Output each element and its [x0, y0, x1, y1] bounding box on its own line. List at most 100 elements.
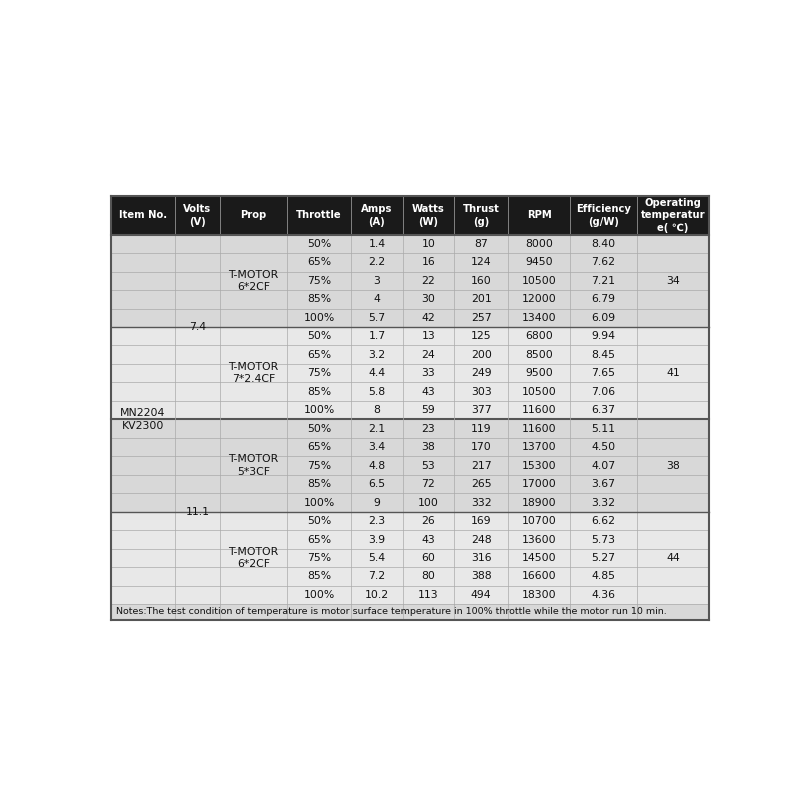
Text: RPM: RPM: [526, 210, 551, 220]
Text: 1.7: 1.7: [368, 331, 386, 342]
Text: 125: 125: [471, 331, 491, 342]
Text: T-MOTOR
5*3CF: T-MOTOR 5*3CF: [228, 454, 278, 477]
Text: 50%: 50%: [307, 424, 331, 434]
Text: 5.4: 5.4: [368, 553, 386, 563]
Text: 17000: 17000: [522, 479, 557, 489]
Text: 16: 16: [422, 258, 435, 267]
Text: 201: 201: [471, 294, 491, 304]
Text: 50%: 50%: [307, 331, 331, 342]
Text: 5.11: 5.11: [591, 424, 615, 434]
Text: 11.1: 11.1: [186, 507, 210, 517]
Text: 169: 169: [471, 516, 491, 526]
Text: 65%: 65%: [307, 258, 331, 267]
Text: 24: 24: [422, 350, 435, 360]
Text: Notes:The test condition of temperature is motor surface temperature in 100% thr: Notes:The test condition of temperature …: [115, 607, 666, 616]
Text: 377: 377: [471, 405, 491, 415]
Text: 2.3: 2.3: [368, 516, 386, 526]
Text: 23: 23: [422, 424, 435, 434]
Text: MN2204
KV2300: MN2204 KV2300: [120, 408, 166, 430]
Text: 85%: 85%: [307, 571, 331, 582]
Text: 5.8: 5.8: [368, 386, 386, 397]
Text: 6800: 6800: [525, 331, 553, 342]
Text: 30: 30: [422, 294, 435, 304]
Text: 303: 303: [471, 386, 491, 397]
Text: 4.50: 4.50: [591, 442, 615, 452]
Text: 8500: 8500: [525, 350, 553, 360]
Text: 4.36: 4.36: [591, 590, 615, 600]
Bar: [111, 271, 709, 290]
Text: 44: 44: [666, 553, 680, 563]
Text: 4: 4: [374, 294, 380, 304]
Text: 72: 72: [422, 479, 435, 489]
Text: 265: 265: [471, 479, 491, 489]
Text: 42: 42: [422, 313, 435, 322]
Text: 18900: 18900: [522, 498, 556, 507]
Text: 6.62: 6.62: [591, 516, 615, 526]
Text: 10: 10: [422, 239, 435, 249]
Text: 100%: 100%: [303, 498, 334, 507]
Text: 388: 388: [471, 571, 491, 582]
Text: 53: 53: [422, 461, 435, 470]
Text: Thrust
(g): Thrust (g): [462, 204, 500, 226]
Text: 9: 9: [374, 498, 380, 507]
Text: 65%: 65%: [307, 350, 331, 360]
Text: 8.45: 8.45: [591, 350, 615, 360]
Text: 2.1: 2.1: [368, 424, 386, 434]
Bar: [111, 196, 709, 234]
Bar: [111, 309, 709, 327]
Text: 3: 3: [374, 276, 380, 286]
Text: 10700: 10700: [522, 516, 557, 526]
Bar: [111, 604, 709, 619]
Text: 3.32: 3.32: [591, 498, 615, 507]
Text: 10500: 10500: [522, 276, 557, 286]
Text: 34: 34: [666, 276, 680, 286]
Text: 4.85: 4.85: [591, 571, 615, 582]
Text: 5.73: 5.73: [591, 534, 615, 545]
Bar: [111, 456, 709, 475]
Text: 4.4: 4.4: [368, 368, 386, 378]
Text: 43: 43: [422, 534, 435, 545]
Text: 7.21: 7.21: [591, 276, 615, 286]
Text: Efficiency
(g/W): Efficiency (g/W): [576, 204, 630, 226]
Text: 7.62: 7.62: [591, 258, 615, 267]
Text: 5.7: 5.7: [368, 313, 386, 322]
Text: T-MOTOR
6*2CF: T-MOTOR 6*2CF: [228, 270, 278, 292]
Text: 41: 41: [666, 368, 680, 378]
Text: 257: 257: [471, 313, 491, 322]
Text: Throttle: Throttle: [296, 210, 342, 220]
Text: 3.2: 3.2: [368, 350, 386, 360]
Text: 50%: 50%: [307, 516, 331, 526]
Text: 217: 217: [471, 461, 491, 470]
Text: 59: 59: [422, 405, 435, 415]
Text: 7.06: 7.06: [591, 386, 615, 397]
Text: 85%: 85%: [307, 479, 331, 489]
Text: 6.37: 6.37: [591, 405, 615, 415]
Text: 119: 119: [471, 424, 491, 434]
Text: 13600: 13600: [522, 534, 556, 545]
Text: 10500: 10500: [522, 386, 557, 397]
Bar: [111, 438, 709, 456]
Bar: [111, 512, 709, 530]
Text: 16600: 16600: [522, 571, 556, 582]
Text: 7.2: 7.2: [368, 571, 386, 582]
Bar: [111, 567, 709, 586]
Text: 6.5: 6.5: [368, 479, 386, 489]
Text: 60: 60: [422, 553, 435, 563]
Bar: [111, 475, 709, 494]
Text: 8: 8: [374, 405, 380, 415]
Text: 249: 249: [471, 368, 491, 378]
Text: 3.67: 3.67: [591, 479, 615, 489]
Text: 5.27: 5.27: [591, 553, 615, 563]
Bar: [111, 290, 709, 309]
Text: 3.4: 3.4: [368, 442, 386, 452]
Text: 33: 33: [422, 368, 435, 378]
Text: 9500: 9500: [525, 368, 553, 378]
Text: 494: 494: [471, 590, 491, 600]
Bar: [111, 346, 709, 364]
Bar: [111, 586, 709, 604]
Text: 43: 43: [422, 386, 435, 397]
Text: 124: 124: [471, 258, 491, 267]
Text: 26: 26: [422, 516, 435, 526]
Text: 22: 22: [422, 276, 435, 286]
Text: Volts
(V): Volts (V): [183, 204, 211, 226]
